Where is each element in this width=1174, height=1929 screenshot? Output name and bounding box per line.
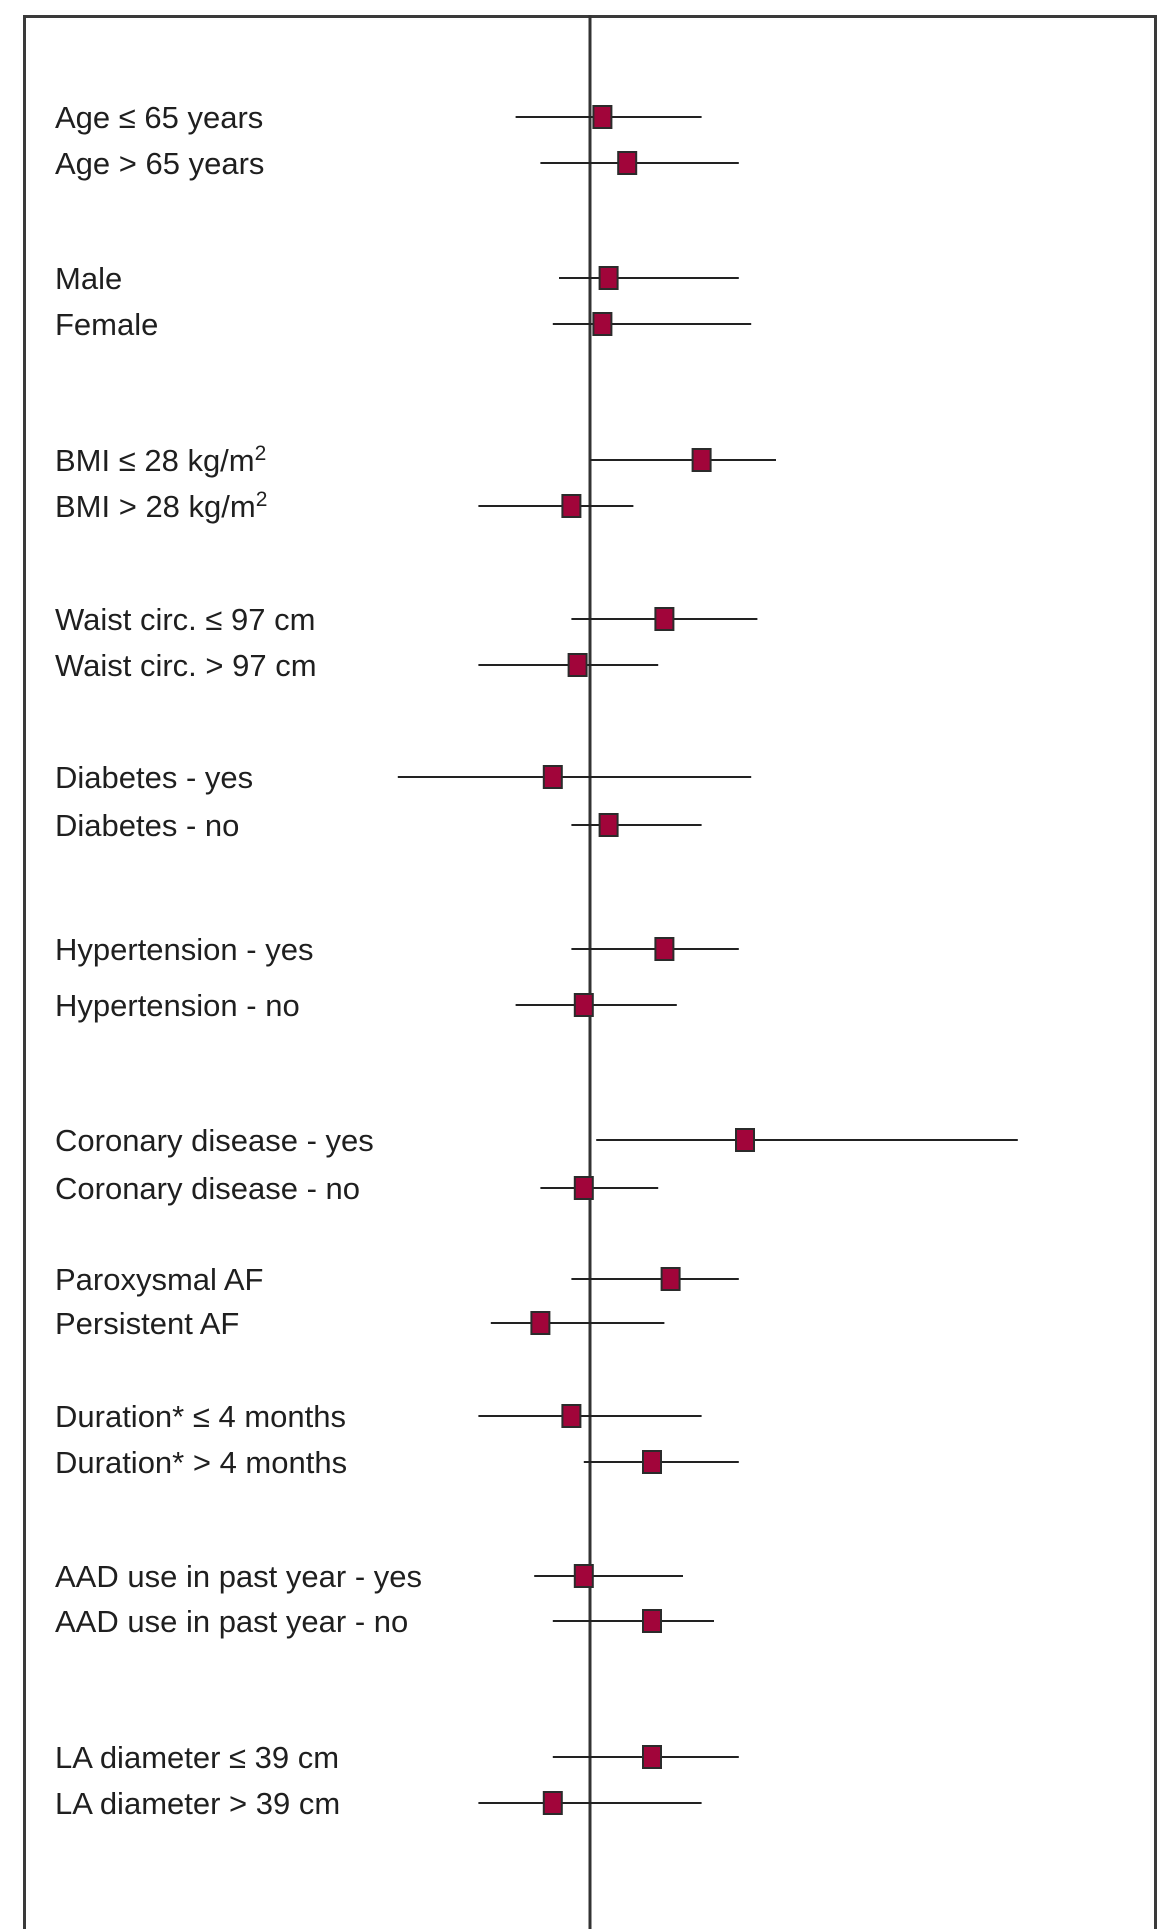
forest-row: AAD use in past year - no — [55, 1604, 714, 1639]
row-label: Waist circ. > 97 cm — [55, 648, 317, 683]
point-estimate-marker — [592, 105, 613, 129]
point-estimate-marker — [654, 937, 675, 961]
forest-row: AAD use in past year - yes — [55, 1559, 683, 1594]
point-estimate-marker — [530, 1311, 551, 1335]
point-estimate-marker — [592, 312, 613, 336]
point-estimate-marker — [598, 266, 619, 290]
point-estimate-marker — [642, 1609, 662, 1633]
row-label: Female — [55, 307, 158, 342]
forest-row: BMI > 28 kg/m2 — [55, 488, 634, 524]
row-label-superscript: 2 — [255, 442, 267, 465]
forest-row: Hypertension - no — [55, 988, 677, 1023]
row-label: Age > 65 years — [55, 146, 264, 181]
row-label: LA diameter ≤ 39 cm — [55, 1740, 339, 1775]
forest-row: Coronary disease - yes — [55, 1123, 1018, 1158]
row-label: Duration* > 4 months — [55, 1445, 347, 1480]
forest-row: Male — [55, 261, 739, 296]
forest-row: LA diameter > 39 cm — [55, 1786, 702, 1821]
point-estimate-marker — [691, 448, 712, 472]
row-label: Coronary disease - no — [55, 1171, 360, 1206]
row-label: Hypertension - no — [55, 988, 300, 1023]
point-estimate-marker — [542, 765, 563, 789]
forest-rows: Age ≤ 65 years Age > 65 years Male Female BM… — [55, 100, 1018, 1821]
row-label: LA diameter > 39 cm — [55, 1786, 340, 1821]
point-estimate-marker — [561, 494, 582, 518]
row-label: Hypertension - yes — [55, 932, 313, 967]
row-label: Paroxysmal AF — [55, 1262, 263, 1297]
row-label: BMI > 28 kg/m2 — [55, 488, 267, 524]
point-estimate-marker — [573, 1564, 594, 1588]
forest-row: Persistent AF — [55, 1306, 665, 1341]
row-label: BMI ≤ 28 kg/m2 — [55, 442, 266, 478]
forest-row: Hypertension - yes — [55, 932, 739, 967]
row-label-superscript: 2 — [256, 488, 268, 511]
forest-row: LA diameter ≤ 39 cm — [55, 1740, 739, 1775]
point-estimate-marker — [654, 607, 675, 631]
forest-row: Waist circ. ≤ 97 cm — [55, 602, 758, 637]
forest-row: Female — [55, 307, 752, 342]
point-estimate-marker — [598, 813, 619, 837]
forest-row: Coronary disease - no — [55, 1171, 659, 1206]
forest-row: Waist circ. > 97 cm — [55, 648, 659, 683]
point-estimate-marker — [617, 151, 638, 175]
row-label: Waist circ. ≤ 97 cm — [55, 602, 315, 637]
point-estimate-marker — [561, 1404, 582, 1428]
forest-row: Duration* ≤ 4 months — [55, 1399, 702, 1434]
point-estimate-marker — [642, 1450, 662, 1474]
point-estimate-marker — [542, 1791, 563, 1815]
point-estimate-marker — [642, 1745, 662, 1769]
row-label: Persistent AF — [55, 1306, 239, 1341]
point-estimate-marker — [573, 993, 594, 1017]
forest-row: Age > 65 years — [55, 146, 739, 181]
row-label: AAD use in past year - no — [55, 1604, 408, 1639]
point-estimate-marker — [573, 1176, 594, 1200]
row-label: Diabetes - no — [55, 808, 239, 843]
row-label: Coronary disease - yes — [55, 1123, 374, 1158]
forest-row: Diabetes - yes — [55, 760, 752, 795]
row-label: Diabetes - yes — [55, 760, 253, 795]
forest-row: Age ≤ 65 years — [55, 100, 702, 135]
row-label: AAD use in past year - yes — [55, 1559, 422, 1594]
point-estimate-marker — [735, 1128, 755, 1152]
forest-row: BMI ≤ 28 kg/m2 — [55, 442, 776, 478]
row-label: Male — [55, 261, 122, 296]
forest-row: Paroxysmal AF — [55, 1262, 739, 1297]
row-label: Age ≤ 65 years — [55, 100, 263, 135]
point-estimate-marker — [660, 1267, 681, 1291]
row-label: Duration* ≤ 4 months — [55, 1399, 346, 1434]
forest-row: Duration* > 4 months — [55, 1445, 739, 1480]
forest-row: Diabetes - no — [55, 808, 702, 843]
point-estimate-marker — [567, 653, 588, 677]
